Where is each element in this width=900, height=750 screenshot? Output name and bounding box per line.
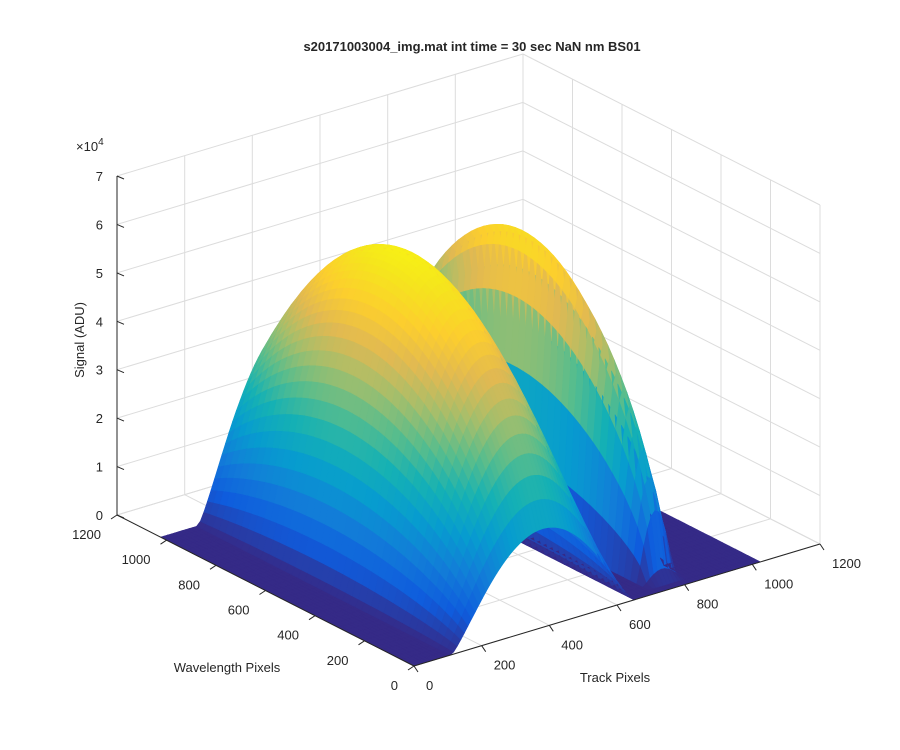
x-tick-label: 800 (697, 597, 719, 612)
y-tick-mark (110, 514, 118, 520)
axes (110, 175, 825, 673)
z-tick-mark (116, 320, 125, 325)
x-tick-mark (481, 645, 487, 652)
grid-line (522, 53, 821, 206)
z-tick-mark (116, 417, 125, 422)
chart-title: s20171003004_img.mat int time = 30 sec N… (303, 39, 640, 54)
grid-line (522, 150, 821, 303)
z-tick-mark (116, 369, 125, 374)
x-tick-label: 200 (494, 658, 516, 673)
x-axis-label: Track Pixels (580, 670, 651, 685)
x-tick-mark (616, 604, 622, 612)
z-tick-label: 5 (96, 266, 103, 281)
x-tick-label: 600 (629, 617, 651, 632)
y-tick-label: 0 (391, 678, 398, 693)
grid-line (116, 150, 524, 274)
y-axis-label: Wavelength Pixels (174, 660, 281, 675)
y-tick-mark (358, 640, 365, 646)
z-tick-label: 6 (96, 217, 103, 232)
z-tick-label: 1 (96, 460, 103, 475)
grid-line (522, 247, 821, 400)
z-axis-label: Signal (ADU) (72, 302, 87, 378)
z-tick-label: 4 (96, 314, 103, 329)
x-tick-mark (684, 584, 690, 591)
x-tick-mark (413, 665, 419, 673)
grid-line (116, 198, 524, 322)
x-tick-label: 400 (561, 637, 583, 652)
grid-line (116, 53, 524, 177)
y-tick-label: 600 (228, 603, 250, 618)
z-tick-mark (116, 223, 125, 228)
z-tick-mark (116, 466, 125, 471)
z-exponent-base: ×10 (76, 139, 98, 154)
y-tick-label: 800 (178, 577, 200, 592)
x-tick-label: 0 (426, 678, 433, 693)
x-tick-label: 1200 (832, 556, 861, 571)
grid-line (522, 198, 821, 351)
z-tick-label: 0 (96, 508, 103, 523)
y-tick-mark (160, 539, 167, 545)
grid-line (522, 101, 821, 254)
z-tick-mark (116, 514, 125, 519)
x-tick-mark (548, 625, 554, 632)
svg-text:×104: ×104 (76, 137, 104, 154)
x-tick-mark (751, 564, 757, 571)
z-tick-label: 7 (96, 169, 103, 184)
z-tick-mark (116, 272, 125, 277)
z-tick-mark (116, 175, 125, 180)
y-tick-label: 400 (277, 628, 299, 643)
y-tick-mark (259, 590, 266, 595)
grid-line (116, 101, 524, 225)
z-exponent-power: 4 (98, 137, 104, 148)
y-tick-mark (407, 665, 415, 671)
y-tick-label: 1200 (72, 527, 101, 542)
z-exponent: ×104 (76, 137, 104, 154)
tick-labels: 0200400600800100012000200400600800100012… (72, 169, 861, 693)
x-tick-mark (819, 543, 825, 551)
z-tick-label: 3 (96, 363, 103, 378)
y-tick-label: 1000 (122, 552, 151, 567)
y-tick-mark (308, 615, 316, 621)
z-tick-label: 2 (96, 411, 103, 426)
x-tick-label: 1000 (764, 576, 793, 591)
y-tick-mark (209, 564, 217, 570)
y-tick-label: 200 (327, 653, 349, 668)
surface (159, 223, 762, 667)
